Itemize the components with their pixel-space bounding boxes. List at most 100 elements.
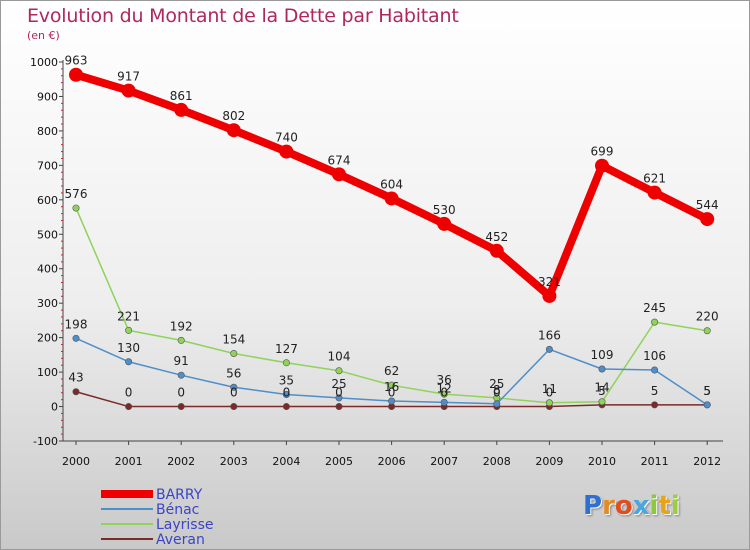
data-label-layrisse: 154 (222, 332, 245, 346)
data-label-bénac: 109 (591, 348, 614, 362)
data-label-bénac: 25 (331, 377, 346, 391)
x-tick-label: 2009 (535, 455, 563, 468)
data-point-layrisse (125, 326, 133, 334)
x-tick-label: 2010 (588, 455, 616, 468)
x-tick-label: 2011 (641, 455, 669, 468)
data-point-bénac (598, 365, 606, 373)
data-label-barry: 861 (170, 89, 193, 103)
chart-title: Evolution du Montant de la Dette par Hab… (27, 5, 459, 27)
data-label-averan: 0 (493, 386, 501, 400)
data-label-averan: 0 (440, 386, 448, 400)
data-label-layrisse: 25 (489, 377, 504, 391)
data-label-averan: 5 (703, 384, 711, 398)
data-point-layrisse (72, 204, 80, 212)
data-point-layrisse (703, 327, 711, 335)
y-tick-label: 600 (37, 194, 58, 207)
data-label-averan: 5 (598, 384, 606, 398)
data-label-bénac: 130 (117, 341, 140, 355)
data-label-barry: 917 (117, 70, 140, 84)
data-label-barry: 604 (380, 177, 403, 191)
x-tick-label: 2000 (62, 455, 90, 468)
chart-unit-label: (en €) (27, 29, 60, 42)
data-label-barry: 452 (485, 230, 508, 244)
x-tick-label: 2002 (167, 455, 195, 468)
data-label-averan: 0 (335, 386, 343, 400)
data-label-averan: 0 (388, 386, 396, 400)
x-tick-label: 2004 (272, 455, 300, 468)
data-label-averan: 0 (546, 386, 554, 400)
data-point-bénac (230, 383, 238, 391)
data-point-averan (72, 388, 80, 396)
data-label-layrisse: 127 (275, 342, 298, 356)
data-point-bénac (335, 394, 343, 402)
data-point-layrisse (388, 381, 396, 389)
data-point-bénac (493, 400, 501, 408)
data-point-barry (332, 167, 346, 182)
data-label-layrisse: 36 (437, 373, 452, 387)
legend-label-layrisse: Layrisse (156, 517, 214, 533)
y-tick-label: 100 (37, 366, 58, 379)
data-label-bénac: 106 (643, 349, 666, 363)
data-point-averan (282, 403, 290, 411)
data-point-barry (279, 144, 294, 159)
data-label-layrisse: 220 (696, 310, 719, 324)
data-point-layrisse (282, 359, 290, 367)
y-tick-label: 700 (37, 159, 58, 172)
y-tick-label: 200 (37, 332, 58, 345)
data-label-barry: 699 (591, 145, 614, 159)
x-tick-label: 2001 (115, 455, 143, 468)
data-label-layrisse: 14 (594, 381, 609, 395)
data-point-bénac (282, 390, 290, 398)
data-point-layrisse (598, 398, 606, 406)
data-label-barry: 321 (538, 275, 561, 289)
x-tick-label: 2008 (483, 455, 511, 468)
y-tick-label: 0 (51, 401, 58, 414)
data-point-barry (700, 212, 715, 227)
y-tick-label: 400 (37, 263, 58, 276)
x-tick-label: 2007 (430, 455, 458, 468)
data-point-averan (125, 403, 133, 411)
data-point-barry (121, 83, 136, 98)
data-label-averan: 43 (68, 371, 83, 385)
data-label-layrisse: 11 (542, 382, 557, 396)
legend-label-barry: BARRY (156, 487, 203, 503)
x-tick-label: 2005 (325, 455, 353, 468)
data-label-averan: 0 (125, 386, 133, 400)
y-tick-label: 1000 (30, 56, 58, 69)
data-label-bénac: 198 (65, 317, 88, 331)
data-point-bénac (72, 334, 80, 342)
data-point-barry (69, 67, 83, 82)
data-point-barry (226, 123, 241, 138)
data-point-bénac (440, 398, 448, 406)
data-label-barry: 544 (696, 198, 719, 212)
data-point-averan (177, 403, 185, 411)
data-point-layrisse (545, 399, 553, 407)
y-tick-label: 300 (37, 297, 58, 310)
data-label-barry: 802 (222, 109, 245, 123)
data-point-bénac (177, 371, 185, 379)
x-tick-label: 2003 (220, 455, 248, 468)
data-label-bénac: 5 (703, 384, 711, 398)
data-label-barry: 963 (65, 54, 88, 68)
data-label-barry: 530 (433, 203, 456, 217)
data-point-averan (335, 403, 343, 411)
data-point-layrisse (440, 390, 448, 398)
data-point-averan (230, 403, 238, 411)
data-label-bénac: 16 (384, 380, 399, 394)
data-point-barry (437, 216, 452, 231)
data-label-layrisse: 221 (117, 309, 140, 323)
proxiti-logo: Proxiti (583, 491, 680, 521)
data-label-layrisse: 104 (328, 350, 351, 364)
x-tick-label: 2012 (693, 455, 721, 468)
data-label-averan: 0 (177, 386, 185, 400)
data-label-averan: 5 (651, 384, 659, 398)
data-label-layrisse: 192 (170, 319, 193, 333)
data-point-bénac (388, 397, 396, 405)
data-point-layrisse (335, 367, 343, 375)
data-label-layrisse: 245 (643, 301, 666, 315)
data-label-bénac: 8 (493, 383, 501, 397)
data-point-barry (489, 243, 504, 258)
data-point-bénac (703, 401, 711, 409)
data-point-averan (651, 401, 659, 409)
